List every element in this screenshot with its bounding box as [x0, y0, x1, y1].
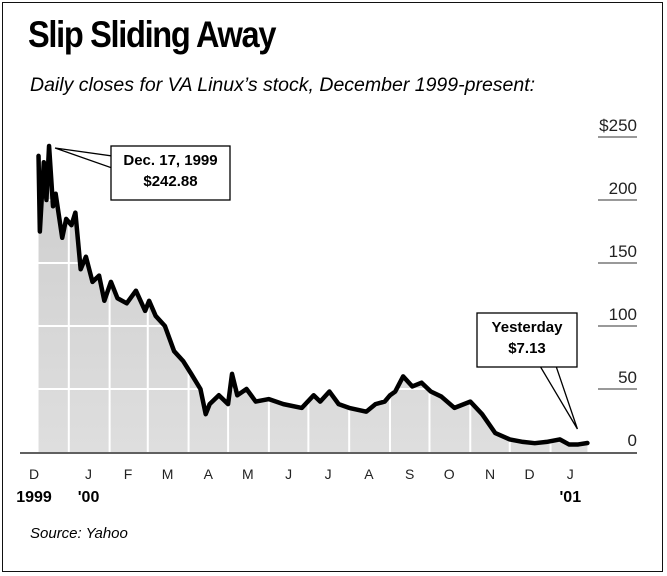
y-tick-label: 100 [609, 305, 637, 324]
peak-callout-text: $242.88 [143, 173, 197, 190]
latest-callout-text: $7.13 [508, 340, 546, 357]
source-note: Source: Yahoo [30, 525, 128, 542]
year-label: '00 [78, 489, 100, 506]
x-tick-label: J [325, 466, 332, 482]
chart-title: Slip Sliding Away [28, 14, 276, 55]
latest-callout-box [476, 312, 578, 368]
price-area [38, 145, 588, 453]
x-tick-label: F [124, 466, 133, 482]
y-tick-label: 150 [609, 242, 637, 261]
latest-callout-text: Yesterday [492, 319, 564, 336]
stock-chart: $250 200 150 100 50 0 D J F M A M J J A S O N D J 1999 '00 '01… [16, 116, 637, 506]
peak-callout-box [110, 145, 231, 201]
x-tick-label: N [485, 466, 495, 482]
y-tick-label: 0 [628, 431, 637, 450]
latest-callout-pointer [538, 365, 579, 430]
year-label: '01 [560, 489, 582, 506]
x-tick-label: M [242, 466, 254, 482]
x-tick-label: S [405, 466, 414, 482]
y-tick-label: $250 [599, 116, 637, 135]
peak-callout-text: Dec. 17, 1999 [123, 152, 217, 169]
chart-subtitle: Daily closes for VA Linux’s stock, Decem… [30, 74, 536, 96]
x-tick-label: O [444, 466, 455, 482]
x-tick-label: A [204, 466, 214, 482]
y-tick-label: 200 [609, 179, 637, 198]
x-tick-label: J [285, 466, 292, 482]
y-tick-label: 50 [618, 368, 637, 387]
x-tick-label: J [85, 466, 92, 482]
x-tick-label: D [524, 466, 534, 482]
year-label: 1999 [16, 489, 52, 506]
price-line [36, 143, 590, 447]
x-tick-label: J [567, 466, 574, 482]
x-tick-label: D [29, 466, 39, 482]
x-tick-label: A [364, 466, 374, 482]
peak-callout-pointer [54, 147, 113, 169]
x-tick-label: M [162, 466, 174, 482]
